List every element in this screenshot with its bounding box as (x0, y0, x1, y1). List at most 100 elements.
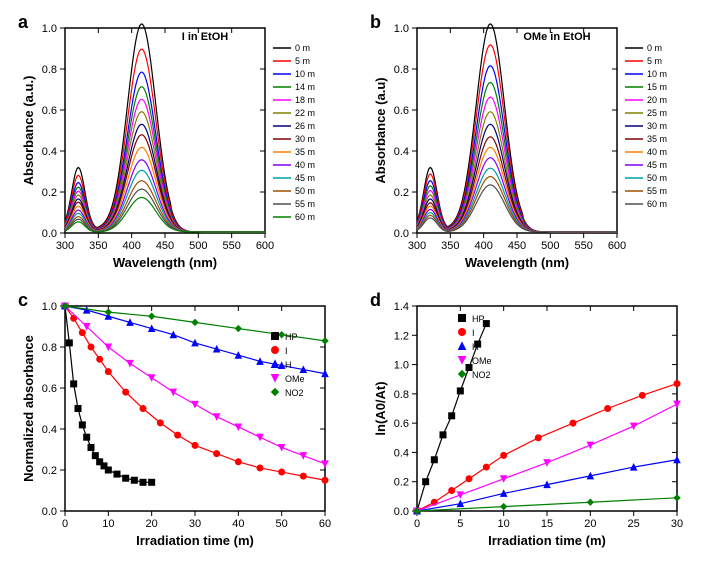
svg-text:50: 50 (276, 518, 288, 530)
svg-text:H: H (472, 342, 479, 352)
svg-text:35 m: 35 m (647, 134, 667, 144)
svg-text:Irradiation time (m): Irradiation time (m) (136, 533, 254, 548)
svg-text:0.6: 0.6 (42, 105, 57, 117)
svg-text:0.6: 0.6 (42, 383, 57, 395)
svg-text:0.8: 0.8 (394, 64, 409, 76)
panel-a-label: a (18, 12, 28, 33)
svg-text:350: 350 (441, 240, 459, 252)
svg-text:0.6: 0.6 (394, 105, 409, 117)
svg-text:10: 10 (102, 518, 114, 530)
svg-text:20: 20 (584, 518, 596, 530)
svg-text:OMe in EtOH: OMe in EtOH (523, 31, 590, 43)
svg-text:55 m: 55 m (295, 199, 315, 209)
svg-text:Absorbance (a.u.): Absorbance (a.u.) (21, 76, 36, 186)
svg-text:450: 450 (508, 240, 526, 252)
svg-text:600: 600 (608, 240, 626, 252)
svg-text:10 m: 10 m (647, 69, 667, 79)
svg-text:25 m: 25 m (647, 108, 667, 118)
svg-text:HP: HP (472, 314, 485, 324)
svg-text:15: 15 (541, 518, 553, 530)
svg-text:H: H (285, 360, 292, 370)
svg-text:0 m: 0 m (295, 43, 310, 53)
svg-text:300: 300 (56, 240, 74, 252)
svg-text:0.2: 0.2 (42, 187, 57, 199)
svg-text:30 m: 30 m (295, 134, 315, 144)
chart-d: 0510152025300.00.20.40.60.81.01.21.4Irra… (362, 288, 706, 558)
svg-text:350: 350 (89, 240, 107, 252)
svg-text:5 m: 5 m (295, 56, 310, 66)
svg-text:22 m: 22 m (295, 108, 315, 118)
svg-text:1.2: 1.2 (394, 330, 409, 342)
svg-text:60 m: 60 m (647, 199, 667, 209)
svg-text:Irradiation time (m): Irradiation time (m) (488, 533, 606, 548)
svg-text:30 m: 30 m (647, 121, 667, 131)
svg-text:26 m: 26 m (295, 121, 315, 131)
svg-text:0.8: 0.8 (394, 389, 409, 401)
svg-text:40 m: 40 m (295, 160, 315, 170)
svg-text:45 m: 45 m (647, 160, 667, 170)
svg-text:15 m: 15 m (647, 82, 667, 92)
svg-text:0.6: 0.6 (394, 418, 409, 430)
svg-text:0.4: 0.4 (394, 447, 409, 459)
svg-text:10 m: 10 m (295, 69, 315, 79)
svg-text:500: 500 (541, 240, 559, 252)
svg-text:1.4: 1.4 (394, 301, 409, 313)
panel-c-label: c (18, 290, 28, 311)
svg-text:Normalized absorbance: Normalized absorbance (21, 335, 36, 482)
panel-c: c 01020304050600.00.20.40.60.81.0Irradia… (10, 288, 354, 558)
svg-text:60 m: 60 m (295, 212, 315, 222)
svg-text:Wavelength (nm): Wavelength (nm) (465, 255, 569, 270)
svg-text:20: 20 (146, 518, 158, 530)
svg-text:Wavelength (nm): Wavelength (nm) (113, 255, 217, 270)
panel-d-label: d (370, 290, 381, 311)
svg-text:500: 500 (189, 240, 207, 252)
svg-text:0.0: 0.0 (394, 506, 409, 518)
panel-b-label: b (370, 12, 381, 33)
svg-text:60: 60 (319, 518, 331, 530)
svg-text:550: 550 (222, 240, 240, 252)
svg-text:0.0: 0.0 (42, 228, 57, 240)
svg-text:40 m: 40 m (647, 147, 667, 157)
svg-text:0.4: 0.4 (394, 146, 409, 158)
svg-text:I in EtOH: I in EtOH (182, 31, 229, 43)
svg-text:5: 5 (457, 518, 463, 530)
panel-b: b 3003504004505005506000.00.20.40.60.81.… (362, 10, 706, 280)
svg-text:0.4: 0.4 (42, 424, 57, 436)
svg-text:0 m: 0 m (647, 43, 662, 53)
chart-c: 01020304050600.00.20.40.60.81.0Irradiati… (10, 288, 354, 558)
panel-a: a 3003504004505005506000.00.20.40.60.81.… (10, 10, 354, 280)
svg-text:55 m: 55 m (647, 186, 667, 196)
svg-text:NO2: NO2 (285, 388, 304, 398)
svg-text:20 m: 20 m (647, 95, 667, 105)
svg-text:0.2: 0.2 (394, 187, 409, 199)
svg-text:OMe: OMe (285, 374, 305, 384)
svg-text:0: 0 (414, 518, 420, 530)
svg-text:NO2: NO2 (472, 370, 491, 380)
svg-text:5 m: 5 m (647, 56, 662, 66)
svg-text:600: 600 (256, 240, 274, 252)
svg-text:50 m: 50 m (647, 173, 667, 183)
svg-text:40: 40 (232, 518, 244, 530)
svg-text:Absorbance (a.u): Absorbance (a.u) (373, 77, 388, 183)
svg-text:0.8: 0.8 (42, 64, 57, 76)
svg-text:I: I (285, 346, 288, 356)
svg-text:50 m: 50 m (295, 186, 315, 196)
svg-text:400: 400 (122, 240, 140, 252)
svg-text:25: 25 (628, 518, 640, 530)
svg-text:1.0: 1.0 (394, 360, 409, 372)
svg-text:450: 450 (156, 240, 174, 252)
svg-text:18 m: 18 m (295, 95, 315, 105)
svg-text:30: 30 (671, 518, 683, 530)
svg-text:ln(A0/At): ln(A0/At) (373, 381, 388, 435)
svg-text:400: 400 (474, 240, 492, 252)
svg-text:300: 300 (408, 240, 426, 252)
svg-text:30: 30 (189, 518, 201, 530)
svg-text:0.0: 0.0 (394, 228, 409, 240)
svg-text:0.0: 0.0 (42, 506, 57, 518)
svg-text:1.0: 1.0 (42, 23, 57, 35)
svg-text:1.0: 1.0 (42, 301, 57, 313)
svg-text:35 m: 35 m (295, 147, 315, 157)
svg-text:I: I (472, 328, 475, 338)
svg-text:1.0: 1.0 (394, 23, 409, 35)
svg-text:HP: HP (285, 332, 298, 342)
